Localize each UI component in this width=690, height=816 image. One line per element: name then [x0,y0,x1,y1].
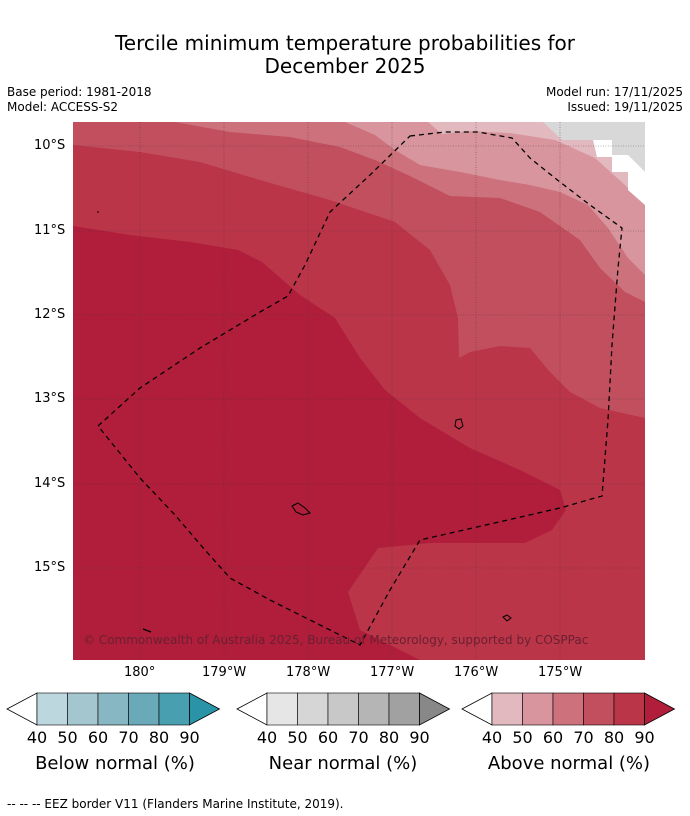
colorbar-segment [297,692,329,726]
colorbar-tick-label: 80 [379,728,399,747]
colorbar-segment [491,692,523,726]
colorbar-near: 40 50 60 70 80 90 [236,692,451,747]
model-name: Model: ACCESS-S2 [7,100,119,114]
eez-border [97,131,623,646]
colorbar-below: 40 50 60 70 80 90 [6,692,221,747]
lat-label: 11°S [34,223,66,238]
lon-label: 176°W [454,665,499,680]
colorbar-segment [67,692,99,726]
colorbar-tick-label: 70 [118,728,138,747]
colorbar-left-extension [6,692,38,726]
colorbar-tick-label: 70 [348,728,368,747]
colorbar-tick-label: 40 [27,728,47,747]
colorbar-tick-label: 80 [149,728,169,747]
colorbar-tick-label: 50 [512,728,532,747]
meta-right: Model run: 17/11/2025 Issued: 19/11/2025 [546,85,683,115]
colorbar-left-extension [461,692,493,726]
colorbar-left-extension [236,692,268,726]
colorbar-segment [583,692,615,726]
lon-label: 180° [124,665,156,680]
model-run: Model run: 17/11/2025 [545,85,683,99]
title-line-2: December 2025 [264,54,426,78]
colorbar-segment [613,692,645,726]
colorbar-segment [388,692,420,726]
colorbar-tick-label: 40 [482,728,502,747]
colorbar-segment [36,692,68,726]
colorbar-tick-label: 80 [604,728,624,747]
colorbar-segment [128,692,160,726]
colorbar-right-extension [644,692,676,726]
above-normal-label: Above normal (%) [487,753,651,774]
colorbar-tick-label: 60 [543,728,563,747]
eez-footnote: -- -- -- EEZ border V11 (Flanders Marine… [7,797,344,811]
colorbar-tick-label: 90 [179,728,199,747]
colorbar-tick-label: 40 [257,728,277,747]
lon-label: 175°W [538,665,583,680]
island-southeast [502,614,512,622]
lat-label: 15°S [34,560,66,575]
lat-label: 10°S [34,138,66,153]
colorbar-above: 40 50 60 70 80 90 [461,692,676,747]
zone-50 [345,122,645,275]
issued-date: Issued: 19/11/2025 [567,100,683,114]
copyright-text: © Commonwealth of Australia 2025, Bureau… [83,633,589,647]
colorbar-segment [97,692,129,726]
colorbar-tick-label: 50 [287,728,307,747]
lon-label: 178°W [286,665,331,680]
zone-40 [428,122,645,205]
colorbar-tick-label: 90 [409,728,429,747]
colorbar-right-extension [419,692,451,726]
base-period: Base period: 1981-2018 [7,85,152,99]
colorbar-segment [552,692,584,726]
island-east [454,418,464,430]
colorbar-tick-label: 90 [634,728,654,747]
map-title: Tercile minimum temperature probabilitie… [0,32,690,78]
grid-lines [73,122,645,660]
colorbar-segment [358,692,390,726]
colorbar-right-extension [189,692,221,726]
colorbar-segment [522,692,554,726]
masked-area [543,122,645,205]
colorbar-tick-label: 70 [573,728,593,747]
colorbar-tick-label: 60 [318,728,338,747]
below-normal-label: Below normal (%) [35,753,195,774]
lat-label: 14°S [34,476,66,491]
near-normal-label: Near normal (%) [268,753,418,774]
colorbar-segment [266,692,298,726]
colorbar-segment [158,692,190,726]
lat-label: 13°S [34,391,66,406]
lon-label: 179°W [202,665,247,680]
colorbar-tick-label: 60 [88,728,108,747]
white-gap [593,140,645,205]
title-line-1: Tercile minimum temperature probabilitie… [114,31,576,55]
colorbar-segment [327,692,359,726]
colorbar-tick-label: 50 [57,728,77,747]
meta-left: Base period: 1981-2018 Model: ACCESS-S2 [7,85,152,115]
island-southwest [142,628,152,633]
lat-label: 12°S [34,307,66,322]
lon-label: 177°W [370,665,415,680]
island-center [291,502,311,516]
